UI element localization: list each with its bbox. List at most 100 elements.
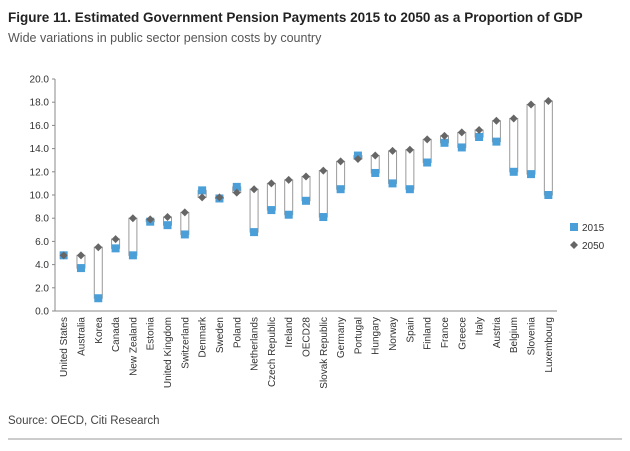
marker-2050: [215, 193, 224, 202]
range-box: [336, 160, 346, 190]
marker-2015: [544, 191, 553, 199]
marker-2050: [544, 97, 553, 106]
marker-2050: [527, 100, 536, 109]
marker-2015: [527, 170, 536, 179]
marker-2050: [267, 179, 276, 188]
marker-2015: [440, 138, 449, 147]
x-tick-label: United States: [59, 317, 70, 377]
marker-2015: [267, 206, 276, 215]
x-tick-label: Greece: [457, 317, 468, 350]
marker-2015: [475, 133, 484, 141]
x-tick-label: Czech Republic: [267, 317, 278, 387]
marker-2050: [163, 213, 172, 222]
y-tick-label: 2.0: [35, 283, 49, 294]
x-tick-label: Germany: [336, 317, 347, 358]
range-box: [526, 104, 536, 175]
x-tick-label: France: [440, 317, 451, 349]
x-tick-label: Italy: [475, 317, 486, 335]
x-tick-label: Netherlands: [250, 317, 261, 371]
source-note: Source: OECD, Citi Research: [8, 415, 159, 427]
marker-2015: [302, 196, 310, 205]
marker-2015: [457, 143, 466, 152]
marker-2015: [128, 251, 137, 260]
range-box: [266, 182, 276, 211]
x-tick-label: Estonia: [146, 317, 157, 351]
x-tick-label: New Zealand: [128, 317, 139, 376]
marker-2050: [353, 155, 362, 164]
marker-2050: [284, 175, 293, 184]
range-box: [509, 117, 519, 173]
y-tick-label: 6.0: [35, 237, 49, 248]
range-box: [284, 179, 294, 216]
marker-2050: [94, 243, 103, 252]
marker-2050: [336, 157, 345, 166]
marker-2050: [59, 251, 68, 260]
range-box: [93, 246, 103, 299]
y-tick-label: 16.0: [30, 121, 50, 132]
marker-2015: [198, 186, 207, 195]
marker-2015: [180, 230, 189, 239]
marker-2050: [457, 128, 466, 137]
x-tick-label: Switzerland: [180, 317, 191, 369]
x-tick-label: Poland: [232, 317, 243, 348]
y-tick-label: 20.0: [30, 75, 50, 86]
range-box: [388, 150, 398, 184]
marker-2050: [423, 135, 432, 144]
marker-2015: [492, 137, 501, 146]
legend-label: 2015: [582, 223, 605, 234]
range-box: [318, 170, 328, 218]
range-box: [543, 100, 553, 196]
marker-2015: [423, 158, 432, 167]
marker-2050: [405, 145, 414, 154]
y-tick-label: 8.0: [35, 214, 49, 225]
x-tick-label: United Kingdom: [163, 317, 174, 388]
marker-2050: [111, 235, 120, 244]
y-tick-label: 10.0: [30, 191, 50, 202]
marker-2050: [128, 214, 137, 223]
x-tick-label: Korea: [94, 317, 105, 344]
marker-2050: [475, 126, 484, 135]
marker-2050: [76, 251, 85, 260]
marker-2015: [250, 228, 259, 237]
legend-label: 2050: [582, 241, 605, 252]
chart-title: Figure 11. Estimated Government Pension …: [8, 10, 583, 25]
marker-2050: [146, 215, 155, 224]
range-box: [128, 217, 138, 256]
marker-2015: [319, 213, 328, 222]
x-tick-label: Australia: [76, 317, 87, 356]
marker-2015: [371, 168, 380, 177]
x-tick-label: Hungary: [371, 317, 382, 355]
marker-2015: [94, 294, 103, 303]
x-tick-label: Spain: [405, 317, 416, 343]
marker-2050: [198, 193, 207, 202]
x-tick-label: Belgium: [509, 317, 520, 353]
range-box: [405, 149, 415, 190]
marker-2015: [388, 179, 397, 188]
x-tick-label: Norway: [388, 317, 399, 351]
marker-2015: [163, 221, 172, 230]
x-tick-label: Sweden: [215, 317, 226, 353]
marker-2050: [319, 166, 328, 175]
y-tick-label: 12.0: [30, 167, 50, 178]
marker-2050: [180, 208, 189, 217]
legend-marker: [570, 223, 578, 231]
marker-2015: [509, 167, 518, 176]
x-tick-label: Portugal: [353, 317, 364, 354]
marker-2050: [440, 131, 449, 140]
marker-2015: [336, 185, 345, 194]
legend-marker: [570, 241, 578, 249]
marker-2015: [232, 182, 241, 191]
y-tick-label: 4.0: [35, 260, 49, 271]
x-tick-label: Denmark: [198, 316, 209, 358]
x-tick-label: Canada: [111, 317, 122, 352]
x-tick-label: Slovak Republic: [319, 317, 330, 389]
marker-2050: [388, 146, 397, 155]
x-tick-label: Austria: [492, 317, 503, 349]
x-tick-label: OECD28: [302, 317, 313, 357]
marker-2050: [250, 185, 259, 194]
y-tick-label: 0.0: [35, 307, 49, 318]
marker-2015: [284, 210, 293, 219]
x-tick-label: Slovenia: [527, 317, 538, 356]
y-tick-label: 18.0: [30, 98, 50, 109]
